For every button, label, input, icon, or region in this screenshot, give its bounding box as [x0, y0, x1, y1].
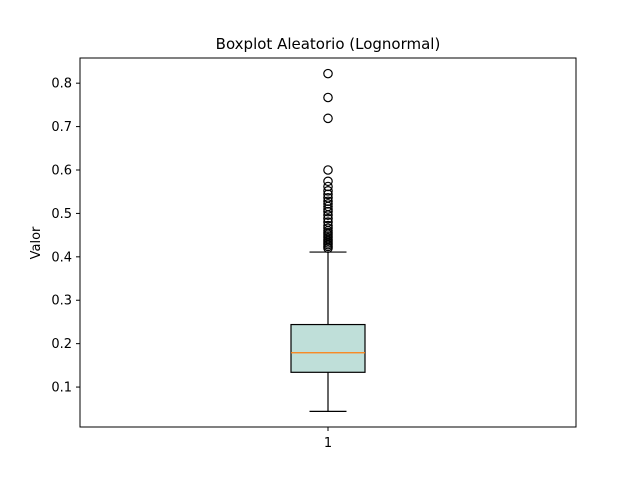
y-tick-label: 0.6 — [51, 164, 72, 179]
outlier-point — [323, 217, 333, 227]
outlier-point — [323, 176, 333, 187]
outlier-point — [323, 68, 333, 79]
chart-title: Boxplot Aleatorio (Lognormal) — [216, 35, 441, 53]
outlier-point — [323, 220, 333, 231]
outlier-point — [323, 213, 333, 224]
outlier-point — [323, 92, 333, 103]
outlier-point — [323, 186, 333, 196]
y-tick-label: 0.7 — [51, 120, 72, 135]
outlier-points — [323, 68, 333, 253]
outlier-point — [323, 196, 333, 207]
y-tick-label: 0.8 — [51, 77, 72, 92]
y-tick-label: 0.2 — [51, 337, 72, 352]
x-axis-ticks: 1 — [324, 427, 332, 451]
y-tick-label: 0.3 — [51, 294, 72, 309]
x-tick-label: 1 — [324, 436, 332, 451]
plot-frame — [79, 57, 577, 428]
y-axis-ticks: 0.1 0.2 0.3 0.4 0.5 0.6 0.7 0.8 — [51, 77, 80, 396]
y-tick-label: 0.1 — [51, 381, 72, 396]
interquartile-box — [290, 323, 366, 373]
y-tick-label: 0.4 — [51, 250, 72, 265]
outlier-point — [323, 192, 333, 203]
y-axis-label: Valor — [29, 226, 44, 259]
outlier-point — [323, 165, 333, 175]
box-series — [290, 68, 366, 412]
outlier-point — [323, 199, 333, 209]
outlier-point — [323, 181, 333, 192]
outlier-point — [323, 113, 333, 124]
y-tick-label: 0.5 — [51, 207, 72, 222]
outlier-point — [323, 223, 333, 233]
